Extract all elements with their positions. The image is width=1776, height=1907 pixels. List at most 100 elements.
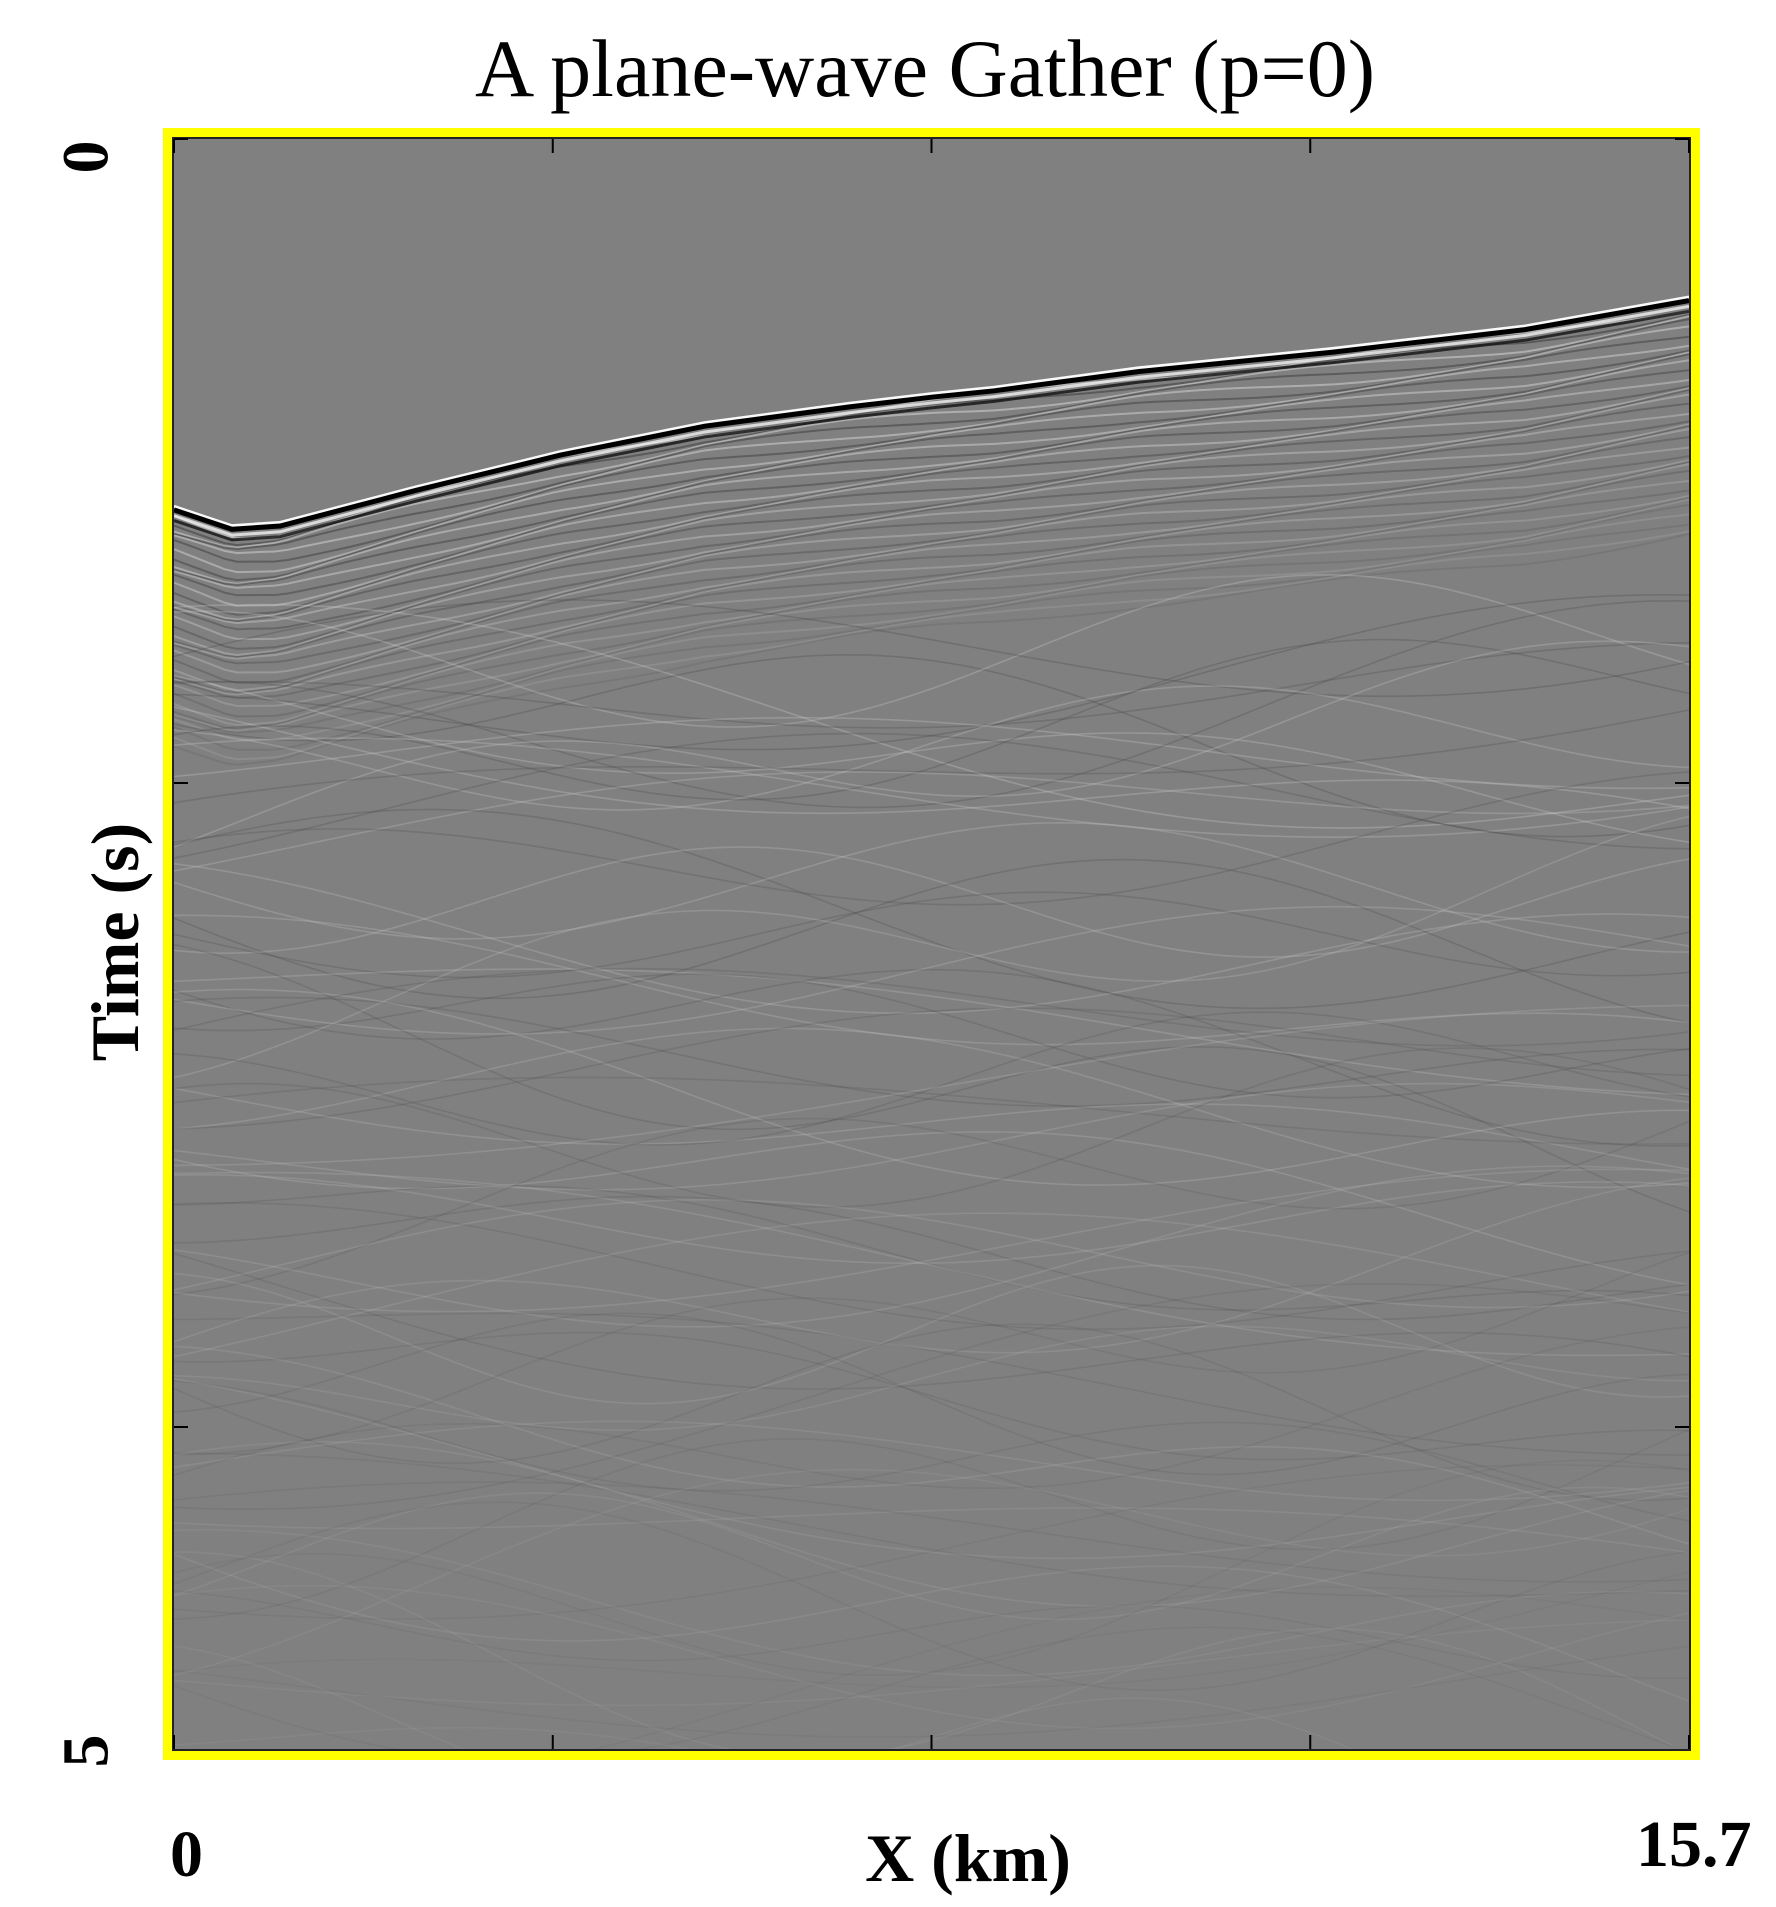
deep-reflector xyxy=(591,1586,1689,1749)
shallow-reflector xyxy=(174,503,1689,734)
deep-reflector xyxy=(174,1571,1689,1689)
deep-reflector xyxy=(174,914,1689,1046)
deep-reflector xyxy=(174,943,1689,1213)
deep-reflector xyxy=(174,685,1689,811)
shallow-reflector xyxy=(174,459,1689,692)
deep-reflector xyxy=(174,1726,693,1749)
shallow-reflector xyxy=(174,446,1689,674)
shallow-reflector xyxy=(174,344,1689,574)
shallow-reflector xyxy=(174,379,1689,607)
deep-reflector xyxy=(174,1027,1689,1189)
deep-reflector xyxy=(174,599,1689,809)
shallow-reflector xyxy=(174,325,1689,555)
x-axis-label: X (km) xyxy=(865,1820,1071,1896)
shallow-reflector xyxy=(174,523,1689,751)
water-bottom-black-2 xyxy=(174,309,1689,542)
x-tick-label-left: 0 xyxy=(170,1818,203,1891)
y-tick-label-top: 0 xyxy=(49,140,123,174)
shallow-reflector xyxy=(174,353,1689,586)
deep-reflector xyxy=(174,1087,1689,1170)
deep-reflector xyxy=(174,1529,1689,1677)
shallow-reflector xyxy=(174,428,1689,660)
deep-reflector xyxy=(174,1082,1689,1191)
shallow-reflector xyxy=(174,532,1689,766)
shallow-reflector xyxy=(174,530,1689,761)
shallow-reflector xyxy=(174,496,1689,731)
shallow-reflector xyxy=(174,424,1689,659)
shallow-reflector xyxy=(174,463,1689,696)
deep-reflector xyxy=(174,1378,1689,1560)
shallow-reflector xyxy=(174,412,1689,640)
deep-reflector xyxy=(174,1380,1689,1522)
deep-reflector xyxy=(174,1481,1689,1583)
shallow-reflector xyxy=(174,489,1689,718)
deep-reflector xyxy=(174,653,1689,838)
water-column xyxy=(174,139,1689,525)
deep-reflector xyxy=(174,603,1689,829)
deep-reflector xyxy=(174,593,1689,751)
deep-reflector xyxy=(174,771,1689,906)
shallow-reflector xyxy=(174,469,1689,700)
deep-reflector xyxy=(174,640,1689,848)
deep-reflector xyxy=(174,1420,1689,1502)
deep-reflector xyxy=(174,1331,1689,1461)
deep-reflector xyxy=(174,709,1689,804)
shallow-reflector xyxy=(174,420,1689,650)
deep-reflector xyxy=(174,737,1689,839)
y-axis-label: Time (s) xyxy=(77,822,153,1062)
deep-reflector xyxy=(174,1252,1689,1390)
deep-reflector xyxy=(174,1174,1689,1264)
deep-reflector xyxy=(174,1507,1689,1554)
deep-reflector xyxy=(174,1312,1689,1476)
deep-reflector xyxy=(174,573,1689,728)
shallow-reflector xyxy=(174,318,1689,551)
deep-reflector xyxy=(174,1165,1689,1328)
deep-reflector xyxy=(174,862,1689,1015)
shallow-reflector xyxy=(174,423,1689,657)
water-bottom-white-2 xyxy=(174,304,1689,537)
deep-reflector xyxy=(174,1486,1689,1621)
shallow-reflector xyxy=(174,498,1689,732)
deep-reflector xyxy=(174,1212,1689,1358)
shallow-reflector xyxy=(174,349,1689,582)
deep-reflector xyxy=(174,1345,1689,1545)
deep-reflector xyxy=(174,988,1689,1186)
shallow-reflector xyxy=(174,385,1689,616)
shallow-reflector xyxy=(174,480,1689,708)
deep-reflector xyxy=(174,641,1689,729)
deep-reflector xyxy=(174,821,1689,953)
seismic-plot-area xyxy=(172,137,1691,1751)
deep-reflector xyxy=(174,716,1689,790)
deep-reflector xyxy=(174,1428,1689,1620)
shallow-reflector xyxy=(174,436,1689,665)
deep-reflector xyxy=(174,1171,1689,1357)
shallow-reflector xyxy=(174,460,1689,695)
shallow-reflector xyxy=(174,513,1689,741)
deep-reflector xyxy=(174,706,1689,815)
deep-reflector xyxy=(174,1011,1689,1146)
deep-reflector xyxy=(174,1195,1689,1321)
x-tick-label-right: 15.7 xyxy=(1636,1808,1752,1881)
deep-reflector xyxy=(174,1198,1689,1309)
deep-reflector xyxy=(174,1202,1689,1331)
shallow-reflector xyxy=(174,393,1689,625)
deep-reflector xyxy=(174,905,1689,1035)
shallow-reflector xyxy=(174,359,1689,589)
deep-reflector xyxy=(174,1501,1689,1692)
deep-reflector xyxy=(174,1076,1689,1145)
deep-reflector xyxy=(174,1459,1689,1676)
plot-border xyxy=(172,137,1691,1751)
shallow-reflector xyxy=(174,402,1689,631)
shallow-reflector xyxy=(174,455,1689,684)
deep-reflector xyxy=(174,967,1689,1047)
deep-reflector xyxy=(174,1590,1689,1679)
deep-reflector xyxy=(174,1007,1689,1130)
deep-reflector xyxy=(174,996,1689,1107)
deep-reflector xyxy=(174,968,1689,1096)
shallow-reflector xyxy=(174,369,1689,597)
water-bottom-white xyxy=(174,294,1689,528)
deep-reflector xyxy=(174,599,1689,697)
deep-reflector xyxy=(174,1452,1689,1598)
deep-reflector xyxy=(174,808,1689,1010)
deep-reflector xyxy=(174,1619,1689,1707)
